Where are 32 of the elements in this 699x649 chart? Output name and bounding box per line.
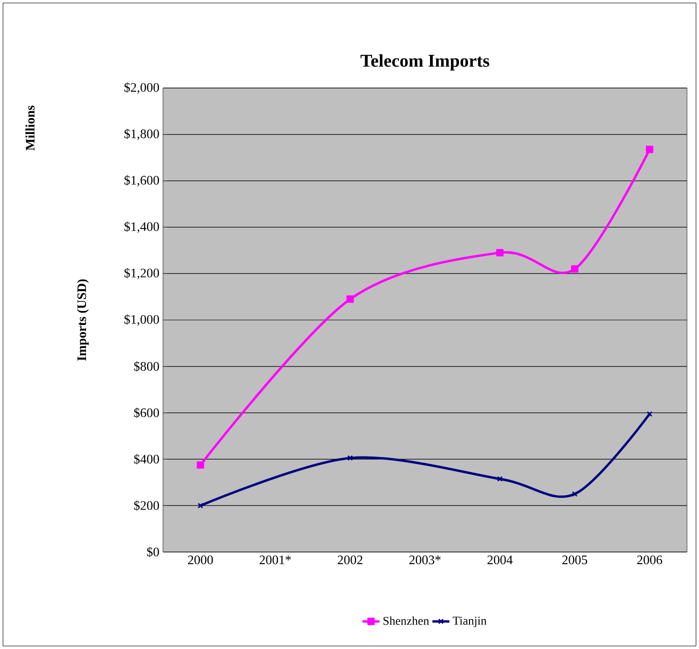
y-tick-label: $800 — [134, 361, 159, 372]
y-tick-label: $2,000 — [124, 82, 159, 94]
x-tick-label: 2001* — [260, 556, 291, 564]
x-tick-label: 2004 — [487, 556, 513, 564]
x-tick-label: 2000 — [188, 556, 213, 564]
y-tick-label: $600 — [134, 408, 159, 418]
y-tick-label: $200 — [134, 500, 159, 511]
point — [346, 295, 354, 303]
legend-label: Tianjin — [452, 616, 487, 628]
point — [572, 491, 578, 497]
point — [497, 476, 503, 482]
y-axis-title: Imports (USD) — [77, 279, 89, 361]
x-tick-label: 2006 — [637, 556, 662, 564]
x-tick-label: 2002 — [338, 556, 362, 564]
y-tick-label: $1,000 — [124, 314, 159, 326]
point — [646, 146, 654, 154]
y-tick-label: $1,400 — [124, 222, 159, 233]
line-series — [198, 411, 652, 508]
y-tick-label: $1,200 — [124, 268, 159, 280]
point — [347, 455, 353, 461]
text: Millions — [25, 106, 35, 150]
point — [571, 265, 578, 273]
y-tick-label: $400 — [134, 454, 159, 464]
point — [496, 249, 504, 256]
legend-label: Shenzhen — [384, 616, 430, 625]
point — [196, 461, 204, 469]
y-tick-label: $1,800 — [124, 128, 159, 140]
y-tick-label: $1,600 — [124, 175, 159, 186]
x-tick-label: 2005 — [562, 556, 588, 564]
x-tick-label: 2003* — [409, 556, 441, 564]
y-tick-label: $0 — [147, 546, 159, 558]
chart-title: Telecom Imports — [360, 54, 490, 70]
